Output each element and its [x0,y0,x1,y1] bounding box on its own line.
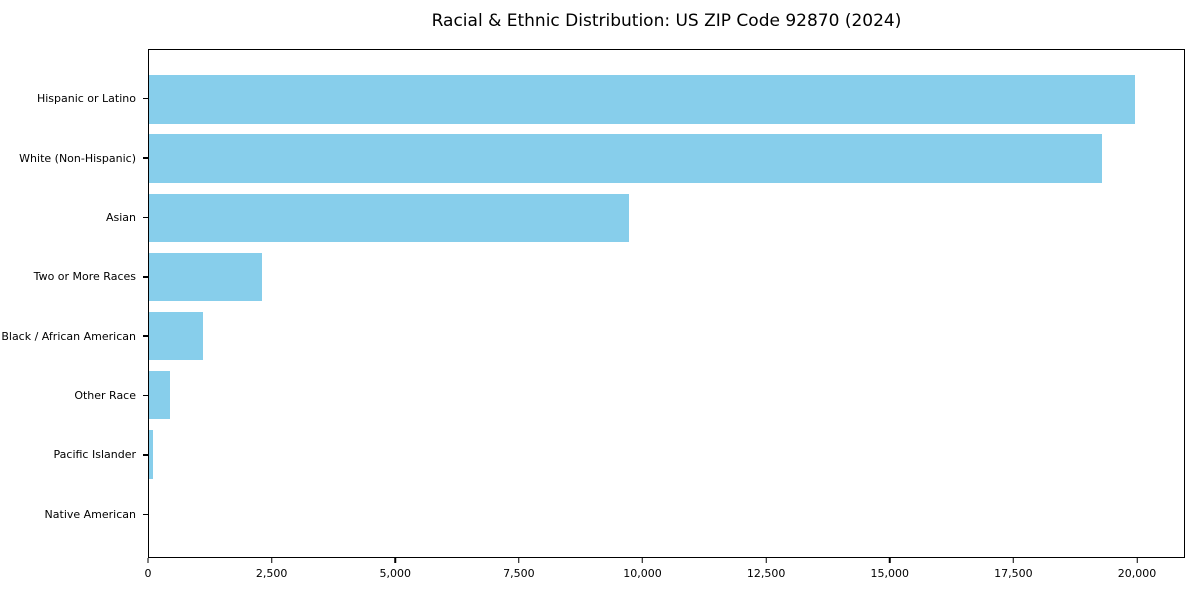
bar-hispanic-or-latino [149,75,1135,124]
bar-pacific-islander [149,430,153,479]
bar-other-race [149,370,170,420]
y-tick-mark [143,454,148,456]
y-tick-mark [143,513,148,515]
y-tick-cell-black-african-american: Black / African American [0,307,148,366]
bar-row-two-or-more-races [149,247,1184,306]
x-tick-mark [394,558,396,563]
y-tick-cell-white-non-hispanic: White (Non-Hispanic) [0,128,148,187]
x-tick-0: 0 [145,558,152,580]
bar-black-african-american [149,311,203,361]
y-tick-cell-hispanic-or-latino: Hispanic or Latino [0,69,148,128]
y-tick-label: Other Race [74,389,136,403]
bar-two-or-more-races [149,252,263,302]
y-tick-label: Hispanic or Latino [36,92,136,106]
y-tick-cell-two-or-more-races: Two or More Races [0,247,148,306]
bar-row-native-american [149,484,1184,543]
x-tick-2500: 2,500 [255,558,288,580]
x-tick-10000: 10,000 [623,558,662,580]
x-tick-7500: 7,500 [503,558,535,580]
x-tick-mark [641,558,644,563]
y-tick-label: Asian [105,210,136,224]
chart-title: Racial & Ethnic Distribution: US ZIP Cod… [431,11,902,31]
bar-row-asian [149,188,1184,247]
x-tick-mark [147,558,149,563]
x-tick-mark [1012,558,1015,563]
x-tick-mark [765,558,767,563]
y-tick-label: Native American [44,507,136,521]
x-tick-5000: 5,000 [379,558,412,580]
bar-asian [149,193,629,243]
x-tick-label: 20,000 [1117,567,1157,580]
x-tick-20000: 20,000 [1117,558,1157,580]
bars-container [149,50,1184,557]
x-axis-ticks: 0 2,500 5,000 7,500 10,000 12,500 15,000 17,500… [145,558,1185,590]
x-tick-label: 7,500 [503,567,535,580]
y-tick-label: Black / African American [1,329,136,343]
y-tick-label: Pacific Islander [53,448,136,462]
y-tick-mark [143,276,148,278]
y-tick-cell-asian: Asian [0,188,148,247]
bar-row-pacific-islander [149,425,1184,484]
x-tick-label: 10,000 [623,567,662,580]
y-axis-labels: Hispanic or Latino White (Non-Hispanic) As… [0,49,148,558]
x-tick-label: 15,000 [870,567,910,580]
y-tick-cell-native-american: Native American [0,485,148,544]
x-tick-mark [270,558,273,563]
x-tick-12500: 12,500 [746,558,786,580]
x-tick-label: 5,000 [379,567,412,580]
y-tick-mark [143,216,148,219]
y-tick-cell-other-race: Other Race [0,366,148,425]
y-tick-mark [143,335,148,337]
y-tick-label: Two or More Races [33,270,136,284]
x-tick-label: 17,500 [994,567,1033,580]
y-tick-cell-pacific-islander: Pacific Islander [0,425,148,484]
x-tick-label: 12,500 [746,567,786,580]
y-tick-mark [143,97,148,100]
bar-white-non-hispanic [149,134,1103,183]
bar-row-white-non-hispanic [149,129,1184,188]
x-tick-label: 0 [144,567,152,580]
y-tick-label: White (Non-Hispanic) [19,151,136,165]
x-tick-mark [518,558,520,563]
x-tick-17500: 17,500 [994,558,1033,580]
x-tick-mark [889,558,891,563]
bar-row-black-african-american [149,307,1184,366]
x-tick-label: 2,500 [255,567,288,580]
bar-row-hispanic-or-latino [149,70,1184,129]
y-tick-mark [143,394,148,397]
x-tick-15000: 15,000 [870,558,910,580]
y-tick-mark [143,157,148,159]
bar-row-other-race [149,366,1184,425]
x-tick-mark [1136,558,1138,563]
plot-area [148,49,1185,558]
